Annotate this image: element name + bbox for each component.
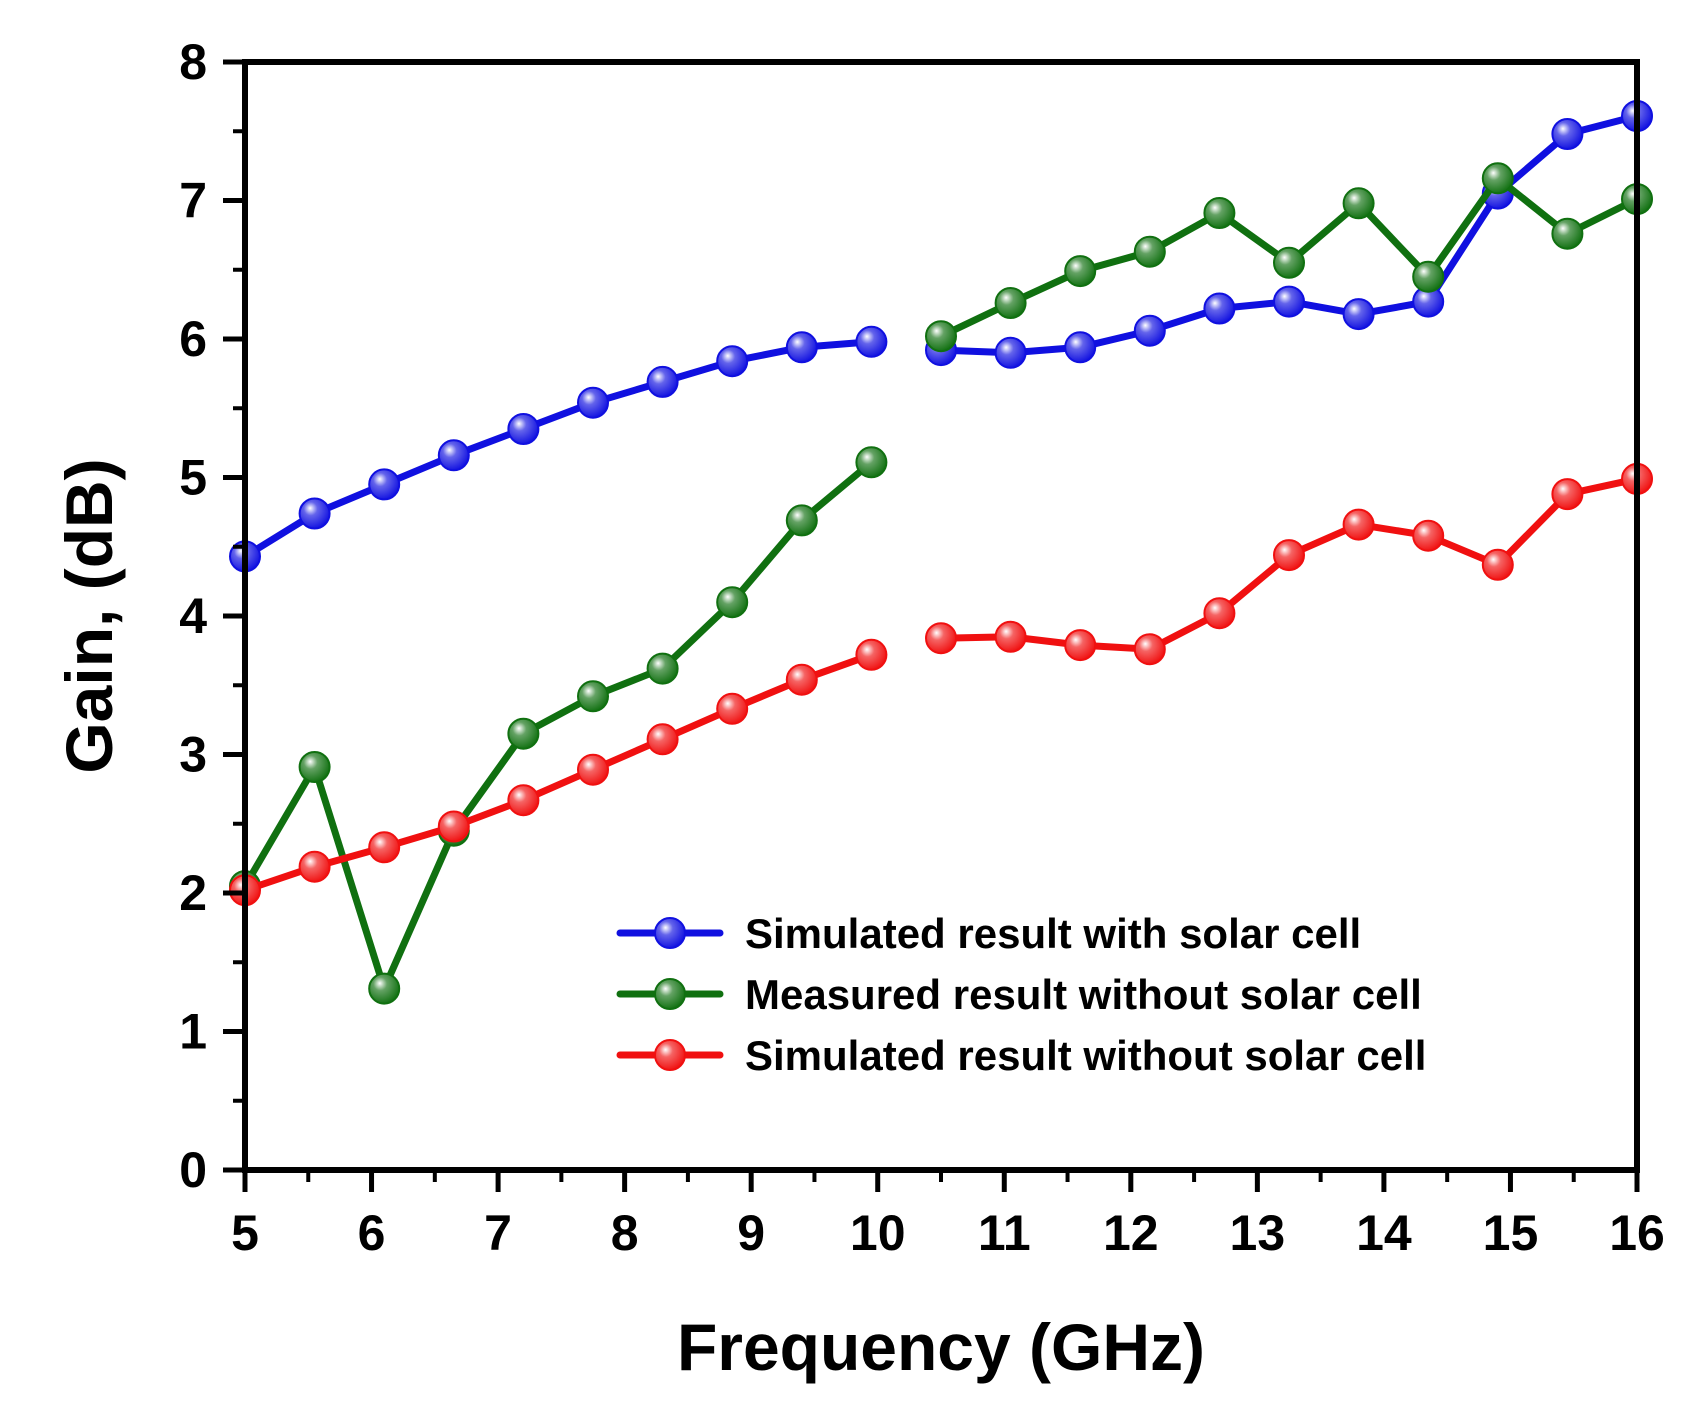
x-axis-title: Frequency (GHz) bbox=[677, 1310, 1205, 1384]
legend-marker-sample bbox=[654, 1039, 686, 1071]
series-1-point bbox=[1551, 118, 1584, 150]
series-3-point bbox=[925, 622, 957, 655]
series-3-point bbox=[1551, 478, 1584, 511]
x-tick-label: 7 bbox=[484, 1205, 512, 1261]
series-layer bbox=[229, 100, 1653, 1005]
y-tick-label: 5 bbox=[179, 450, 207, 506]
series-3-point bbox=[1273, 539, 1305, 572]
legend: Simulated result with solar cell Measured… bbox=[616, 910, 1426, 1079]
series-2-point bbox=[1342, 187, 1375, 220]
x-tick-label: 15 bbox=[1483, 1205, 1539, 1261]
y-axis-title: Gain, (dB) bbox=[52, 458, 126, 773]
series-3-point bbox=[437, 810, 470, 843]
series-3-point bbox=[1342, 508, 1375, 541]
series-3-point bbox=[368, 831, 401, 864]
series-2-point bbox=[298, 751, 331, 783]
series-1 bbox=[229, 100, 1653, 573]
series-3-point bbox=[716, 692, 749, 725]
series-2-point bbox=[785, 504, 818, 537]
series-1-point bbox=[298, 497, 331, 530]
x-tick-label: 16 bbox=[1609, 1205, 1665, 1261]
series-3-point bbox=[1481, 548, 1514, 581]
series-3-point bbox=[1133, 633, 1166, 666]
series-1-point bbox=[646, 365, 679, 398]
series-3-point bbox=[994, 620, 1027, 653]
series-1-point bbox=[1203, 292, 1236, 325]
x-tick-label: 14 bbox=[1356, 1205, 1412, 1261]
series-3-point bbox=[785, 663, 818, 696]
legend-label: Measured result without solar cell bbox=[745, 971, 1422, 1018]
series-3-point bbox=[1064, 629, 1097, 662]
series-3-point bbox=[646, 723, 679, 756]
series-2-point bbox=[1412, 260, 1445, 293]
series-3-line-segment-1 bbox=[241, 651, 875, 894]
series-1-point bbox=[716, 345, 749, 378]
series-1-line-segment-1 bbox=[241, 338, 875, 560]
series-2-point bbox=[646, 652, 679, 685]
y-tick-label: 2 bbox=[179, 865, 207, 921]
series-1-point bbox=[1273, 285, 1305, 318]
series-2-line-segment-1 bbox=[241, 458, 875, 993]
series-2-point bbox=[577, 680, 609, 713]
x-tick-label: 8 bbox=[611, 1205, 639, 1261]
legend-label: Simulated result without solar cell bbox=[745, 1032, 1426, 1079]
series-3-point bbox=[855, 638, 888, 671]
series-1-point bbox=[1064, 331, 1097, 364]
legend-item-3: Simulated result without solar cell bbox=[616, 1032, 1426, 1079]
series-1-point bbox=[577, 386, 609, 419]
x-tick-label: 10 bbox=[850, 1205, 906, 1261]
series-1-point bbox=[437, 439, 470, 472]
y-tick-label: 4 bbox=[179, 588, 207, 644]
x-tick-label: 6 bbox=[358, 1205, 386, 1261]
y-tick-label: 6 bbox=[179, 311, 207, 367]
series-1-point bbox=[994, 336, 1027, 369]
y-tick-label: 0 bbox=[179, 1142, 207, 1198]
series-2-point bbox=[716, 586, 749, 619]
x-tick-label: 9 bbox=[737, 1205, 765, 1261]
series-2-point bbox=[1064, 255, 1097, 288]
series-1-point bbox=[368, 468, 401, 501]
series-2-point bbox=[1551, 217, 1584, 250]
series-2 bbox=[229, 162, 1653, 1005]
y-tick-label: 7 bbox=[179, 173, 207, 229]
series-3-point bbox=[298, 850, 331, 883]
series-2-point bbox=[507, 717, 540, 750]
x-tick-label: 11 bbox=[978, 1205, 1031, 1261]
legend-item-1: Simulated result with solar cell bbox=[616, 910, 1361, 957]
series-2-point bbox=[925, 320, 957, 353]
series-1-point bbox=[507, 413, 540, 445]
series-3-point bbox=[1412, 519, 1445, 552]
legend-marker-sample bbox=[654, 978, 686, 1010]
series-3-point bbox=[1203, 597, 1236, 630]
series-1-point bbox=[1133, 314, 1166, 347]
series-2-point bbox=[1481, 162, 1514, 195]
legend-item-2: Measured result without solar cell bbox=[616, 971, 1422, 1018]
legend-marker-sample bbox=[654, 917, 686, 949]
x-tick-label: 12 bbox=[1103, 1205, 1159, 1261]
x-tick-label: 13 bbox=[1230, 1205, 1286, 1261]
x-tick-label: 5 bbox=[231, 1205, 259, 1261]
y-tick-label: 8 bbox=[179, 34, 207, 90]
series-2-point bbox=[368, 972, 401, 1005]
series-2-point bbox=[994, 287, 1027, 319]
series-1-point bbox=[855, 325, 888, 358]
y-tick-label: 3 bbox=[179, 727, 207, 783]
series-1-point bbox=[785, 331, 818, 364]
series-2-point bbox=[855, 446, 888, 479]
series-3 bbox=[229, 462, 1653, 907]
series-3-point bbox=[577, 753, 609, 786]
series-1-point bbox=[1342, 298, 1375, 331]
legend-label: Simulated result with solar cell bbox=[745, 910, 1361, 957]
series-2-point bbox=[1203, 197, 1236, 229]
series-3-point bbox=[507, 784, 540, 817]
series-2-point bbox=[1133, 235, 1166, 268]
series-2-point bbox=[1273, 246, 1305, 279]
y-tick-label: 1 bbox=[179, 1004, 207, 1060]
